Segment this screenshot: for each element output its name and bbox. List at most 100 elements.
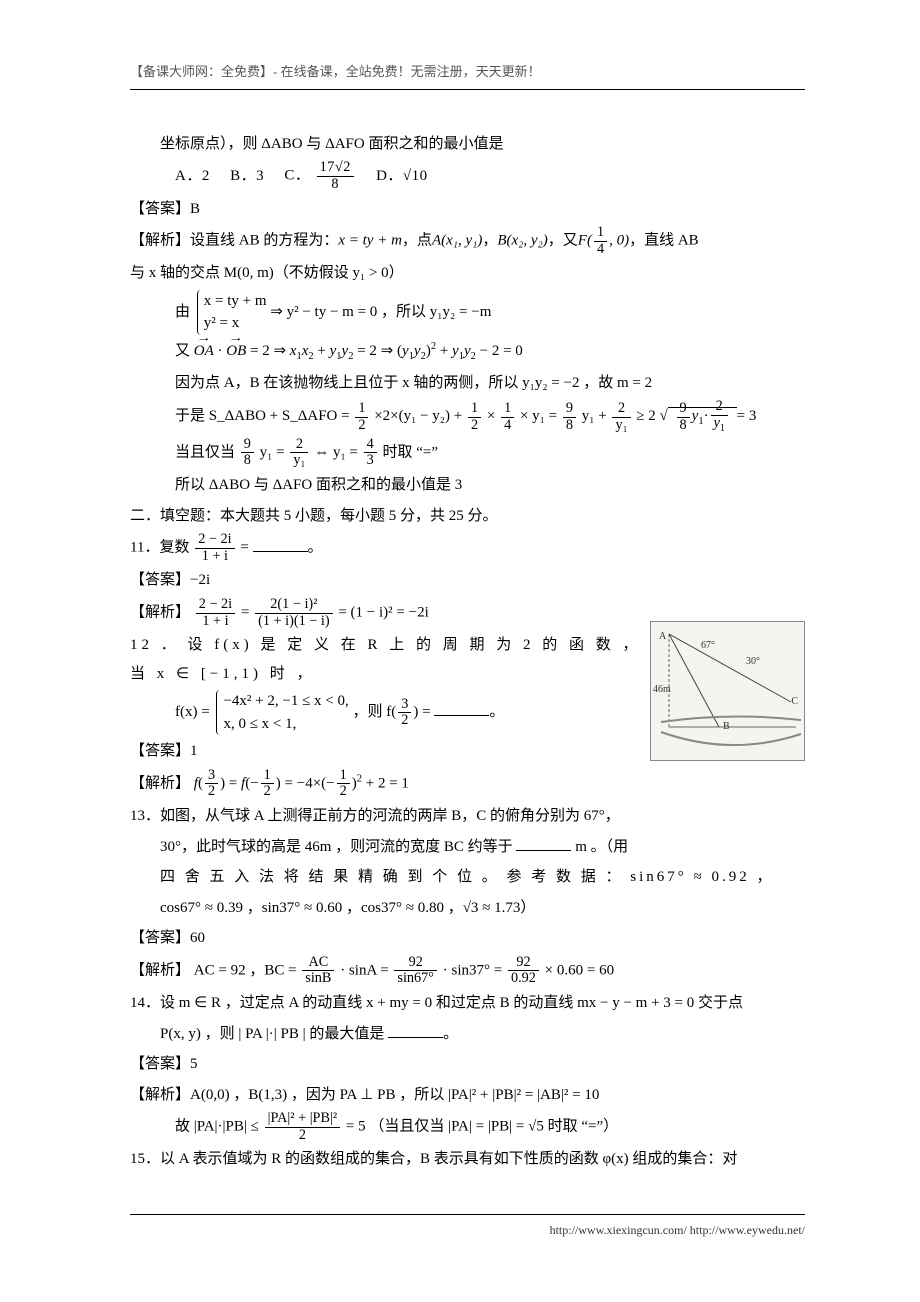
figure-13: A 67° 30° 46m B C: [650, 621, 805, 761]
t: 时取 “=”: [383, 444, 439, 460]
t: A(x₁, y₁): [432, 233, 482, 249]
q14-sol-l1: 【解析】A(0,0) ，B(1,3) ，因为 PA ⊥ PB ，所以 |PA|²…: [130, 1081, 805, 1110]
n: 2 − 2i: [196, 597, 235, 614]
t: 当且仅当: [175, 444, 235, 460]
n: 92: [508, 955, 539, 972]
t: y₁ =: [260, 444, 285, 460]
t: B(x₂, y₂): [497, 233, 547, 249]
section-2-header: 二．填空题：本大题共 5 小题，每小题 5 分，共 25 分。: [130, 502, 805, 531]
d: 0.92: [508, 971, 539, 987]
d: 1 + i: [196, 614, 235, 630]
q10-sol-line8: 所以 ΔABO 与 ΔAFO 面积之和的最小值是 3: [130, 471, 805, 500]
d: 3: [364, 453, 377, 469]
solution-label: 【解析】: [130, 605, 190, 621]
n: 2: [612, 401, 630, 418]
blank: [253, 537, 308, 552]
t: ，点: [402, 233, 432, 249]
q10-stem-cont: 坐标原点），则 ΔABO 与 ΔAFO 面积之和的最小值是: [130, 130, 805, 159]
case-1: −4x² + 2, −1 ≤ x < 0,: [223, 690, 348, 713]
q11-stem: 11．复数 2 − 2i1 + i = 。: [130, 532, 805, 564]
q10-c-prefix: C．: [284, 168, 310, 184]
t: , 0): [609, 233, 629, 249]
t: F(: [578, 233, 592, 249]
t: =: [240, 540, 252, 556]
q11-answer: 【答案】−2i: [130, 566, 805, 595]
t: = (1 − i)² = −2i: [338, 605, 428, 621]
q14-line2: P(x, y) ，则 | PA |·| PB | 的最大值是 。: [130, 1020, 805, 1049]
d: y₁: [612, 418, 630, 434]
n: 2 − 2i: [195, 532, 234, 549]
solution-label: 【解析】: [130, 1087, 190, 1103]
n: 9: [241, 437, 254, 454]
t: · sinA =: [340, 962, 392, 978]
t: × y₁ =: [520, 408, 557, 424]
d: sinB: [302, 971, 334, 987]
n: AC: [302, 955, 334, 972]
t: m 。（用: [571, 839, 628, 855]
q10-sol-line7: 当且仅当 98 y₁ = 2y₁ ⇔ y₁ = 43 时取 “=”: [130, 437, 805, 469]
t: A(0,0) ，B(1,3) ，因为 PA ⊥ PB ，所以 |PA|² + |…: [190, 1087, 599, 1103]
n: 4: [364, 437, 377, 454]
t: 。: [489, 704, 504, 720]
q10-c-num: 17√2: [317, 160, 354, 177]
q14-answer: 【答案】5: [130, 1050, 805, 1079]
n: 1: [355, 401, 368, 418]
n: 1: [468, 401, 481, 418]
q13-line1: 13．如图，从气球 A 上测得正前方的河流的两岸 B，C 的俯角分别为 67°，: [130, 802, 805, 831]
d: 8: [241, 453, 254, 469]
solution-label: 【解析】: [130, 962, 190, 978]
q12-solution: 【解析】 f(32) = f(−12) = −4×(−12)2 + 2 = 1: [130, 768, 805, 800]
q14-line1: 14．设 m ∈ R ，过定点 A 的动直线 x + my = 0 和过定点 B…: [130, 989, 805, 1018]
t: ，又: [548, 233, 578, 249]
q10-options: A．2 B．3 C． 17√28 D．√10: [130, 160, 805, 192]
q10-sol-line2: 与 x 轴的交点 M(0, m)（不妨假设 y₁ > 0）: [130, 259, 805, 288]
solution-label: 【解析】: [130, 775, 190, 791]
n: 92: [394, 955, 437, 972]
t: × 0.60 = 60: [545, 962, 614, 978]
case-1: x = ty + m: [204, 290, 267, 313]
t: 于是 S_ΔABO + S_ΔAFO =: [175, 408, 353, 424]
site-header: 【备课大师网：全免费】- 在线备课，全站免费！无需注册，天天更新！: [130, 60, 805, 90]
t: 4: [594, 242, 607, 258]
t: 由: [175, 304, 190, 320]
d: 8: [563, 418, 576, 434]
q13-solution: 【解析】 AC = 92 ，BC = ACsinB · sinA = 92sin…: [130, 955, 805, 987]
n: 2(1 − i)²: [255, 597, 332, 614]
q10-c-den: 8: [317, 177, 354, 193]
case-2: x, 0 ≤ x < 1,: [223, 713, 348, 736]
t: = 3: [737, 408, 757, 424]
q10-opt-b: B．3: [230, 162, 264, 191]
t: x = ty + m: [338, 233, 402, 249]
t: f(x) =: [175, 704, 213, 720]
q13-line3: 四 舍 五 入 法 将 结 果 精 确 到 个 位 。 参 考 数 据 ： si…: [130, 863, 805, 892]
n: |PA|² + |PB|²: [265, 1111, 340, 1128]
d: 2: [398, 713, 411, 729]
q10-opt-c: C． 17√28: [284, 160, 355, 192]
t: = 5 （当且仅当 |PA| = |PB| = √5 时取 “=”）: [346, 1119, 618, 1135]
blank: [516, 836, 571, 851]
t: ，则 f(: [353, 704, 397, 720]
n: 1: [501, 401, 514, 418]
d: 4: [501, 418, 514, 434]
t: ，直线 AB: [629, 233, 699, 249]
d: (1 + i)(1 − i): [255, 614, 332, 630]
solution-label: 【解析】: [130, 233, 190, 249]
site-footer: http://www.xiexingcun.com/ http://www.ey…: [130, 1214, 805, 1242]
q15-line1: 15．以 A 表示值域为 R 的函数组成的集合，B 表示具有如下性质的函数 φ(…: [130, 1145, 805, 1174]
t: · sin37° =: [443, 962, 506, 978]
t: ×2×(y₁ − y₂) +: [374, 408, 462, 424]
t: 1: [594, 225, 607, 242]
t: ⇔ y₁ =: [314, 444, 358, 460]
t: 30°，此时气球的高是 46m ，则河流的宽度 BC 约等于: [160, 839, 516, 855]
t: ) =: [413, 704, 434, 720]
t: ×: [487, 408, 495, 424]
blank: [388, 1023, 443, 1038]
q13-answer: 【答案】60: [130, 924, 805, 953]
n: 2: [290, 437, 308, 454]
t: AC = 92 ，BC =: [194, 962, 301, 978]
q13-line2: 30°，此时气球的高是 46m ，则河流的宽度 BC 约等于 m 。（用: [130, 833, 805, 862]
q10-opt-a: A．2: [175, 162, 210, 191]
t: 设直线 AB 的方程为：: [190, 233, 338, 249]
d: 2: [355, 418, 368, 434]
t: =: [241, 605, 253, 621]
